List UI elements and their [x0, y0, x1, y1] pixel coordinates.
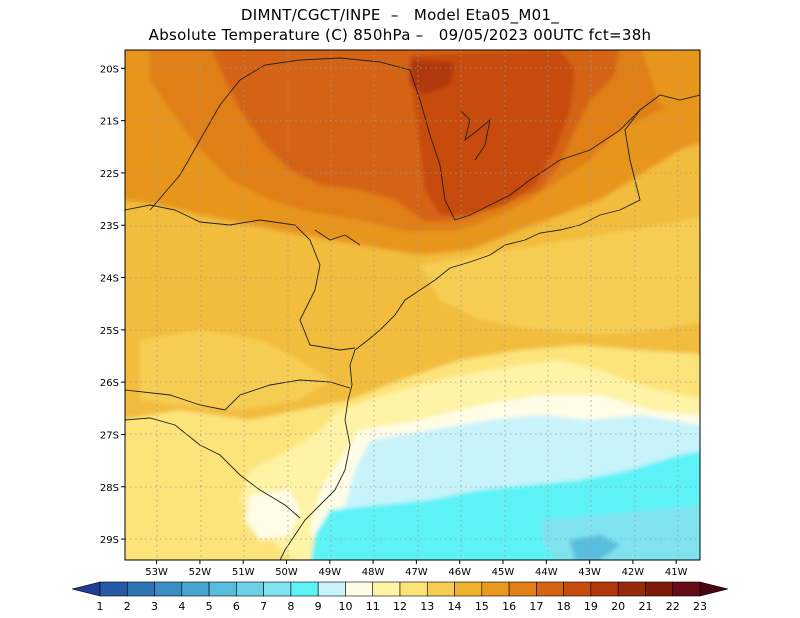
- border-pr: [125, 204, 356, 351]
- colorbar-label: 12: [393, 600, 407, 613]
- lat-tick-label: 26S: [100, 378, 119, 389]
- colorbar-label: 5: [206, 600, 213, 613]
- lon-tick-label: 41W: [665, 567, 688, 578]
- colorbar-swatch: [208, 581, 237, 597]
- lat-tick-label: 21S: [100, 117, 119, 128]
- colorbar-label: 1: [97, 600, 104, 613]
- border-sc-rs: [125, 379, 351, 411]
- colorbar-swatch: [345, 581, 374, 597]
- lat-tick-label: 29S: [100, 535, 119, 546]
- band-16-ne: [641, 50, 700, 110]
- lon-tick-label: 43W: [578, 567, 601, 578]
- lat-tick-label: 27S: [100, 430, 119, 441]
- grid: [125, 50, 700, 560]
- lon-tick-label: 45W: [492, 567, 515, 578]
- colorbar-swatch: [617, 581, 646, 597]
- band-7: [570, 535, 620, 560]
- lon-tick-label: 50W: [275, 567, 298, 578]
- colorbar-swatch: [508, 581, 537, 597]
- river-paranapanema: [314, 229, 361, 246]
- colorbar-swatch: [454, 581, 483, 597]
- latitude-axis: 20S 21S 22S 23S 24S 25S 26S 27S 28S 29S: [100, 64, 125, 546]
- colorbar-label: 14: [448, 600, 462, 613]
- colorbar-label: 17: [529, 600, 543, 613]
- lat-tick-label: 22S: [100, 169, 119, 180]
- temperature-field: [125, 50, 700, 560]
- colorbar-swatch: [126, 581, 155, 597]
- colorbar-arrow-high: [699, 581, 729, 597]
- lon-tick-label: 42W: [622, 567, 645, 578]
- colorbar-label: 20: [611, 600, 625, 613]
- title-line-1: DIMNT/CGCT/INPE – Model Eta05_M01_: [240, 6, 560, 24]
- lon-tick-label: 47W: [405, 567, 428, 578]
- colorbar-label: 8: [287, 600, 294, 613]
- colorbar-swatch: [481, 581, 510, 597]
- colorbar-arrow-low: [71, 581, 101, 597]
- lon-tick-label: 48W: [362, 567, 385, 578]
- lon-tick-label: 51W: [232, 567, 255, 578]
- lon-tick-label: 49W: [318, 567, 341, 578]
- colorbar-label: 16: [502, 600, 516, 613]
- band-14-east: [420, 217, 700, 335]
- border-rs-uy: [125, 417, 301, 519]
- colorbar-label: 22: [666, 600, 680, 613]
- title-line-2: Absolute Temperature (C) 850hPa – 09/05/…: [148, 26, 652, 44]
- lon-tick-label: 53W: [145, 567, 168, 578]
- lon-tick-label: 44W: [535, 567, 558, 578]
- lat-tick-label: 20S: [100, 64, 119, 75]
- lon-tick-label: 46W: [448, 567, 471, 578]
- map-frame: [124, 49, 701, 561]
- colorbar-label: 13: [420, 600, 434, 613]
- colorbar-label: 9: [315, 600, 322, 613]
- river-grande: [459, 109, 491, 161]
- colorbar-label: 19: [584, 600, 598, 613]
- colorbar-label: 11: [366, 600, 380, 613]
- colorbar-label: 15: [475, 600, 489, 613]
- colorbar-swatch: [590, 581, 619, 597]
- band-14-west: [140, 330, 330, 410]
- colorbar-label: 4: [178, 600, 185, 613]
- colorbar-label: 7: [260, 600, 267, 613]
- colorbar-swatch: [317, 581, 346, 597]
- colorbar-swatch: [290, 581, 319, 597]
- colorbar-swatch: [99, 581, 128, 597]
- colorbar-swatch: [645, 581, 674, 597]
- longitude-axis: 53W 52W 51W 50W 49W 48W 47W 46W 45W 44W 43W 42W 41W: [145, 560, 688, 578]
- colorbar: 1 2 3 4 5 6 7 8 9 10 11 12 13 14 15 16 17 18 19 20 21 22 23: [71, 581, 729, 613]
- colorbar-label: 6: [233, 600, 240, 613]
- colorbar-swatch: [372, 581, 401, 597]
- colorbar-swatch: [236, 581, 264, 597]
- colorbar-label: 3: [151, 600, 158, 613]
- border-sp-ms: [149, 57, 456, 221]
- colorbar-swatch: [672, 581, 701, 597]
- colorbar-swatch: [426, 581, 455, 597]
- colorbar-label: 23: [693, 600, 707, 613]
- coastlines-borders: [125, 57, 700, 560]
- colorbar-swatch: [263, 581, 292, 597]
- colorbar-swatch: [563, 581, 592, 597]
- colorbar-swatch: [154, 581, 183, 597]
- colorbar-swatch: [536, 581, 564, 597]
- band-19: [410, 50, 575, 215]
- lon-tick-label: 52W: [189, 567, 212, 578]
- lat-tick-label: 24S: [100, 274, 119, 285]
- colorbar-swatch: [181, 581, 210, 597]
- coastline: [279, 94, 700, 560]
- colorbar-swatch: [399, 581, 428, 597]
- band-11-west: [245, 490, 300, 540]
- colorbar-label: 2: [124, 600, 131, 613]
- colorbar-label: 21: [638, 600, 652, 613]
- lat-tick-label: 23S: [100, 221, 119, 232]
- border-sp-mg: [454, 109, 641, 221]
- lat-tick-label: 28S: [100, 483, 119, 494]
- lat-tick-label: 25S: [100, 326, 119, 337]
- colorbar-label: 10: [338, 600, 352, 613]
- band-20: [410, 60, 455, 95]
- colorbar-label: 18: [557, 600, 571, 613]
